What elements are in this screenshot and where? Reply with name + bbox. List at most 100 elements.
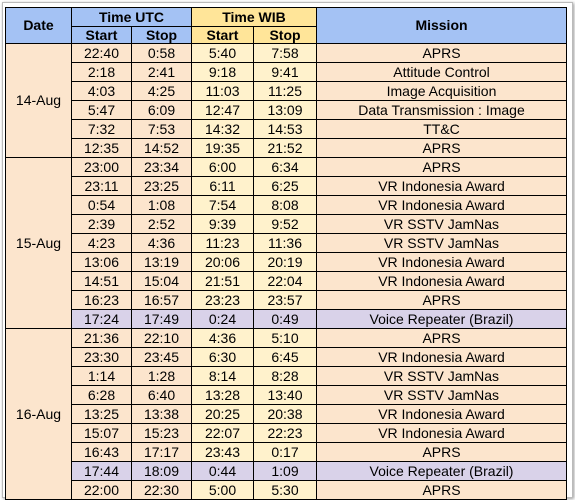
utc-start: 2:18 <box>71 62 132 82</box>
mission: Image Acquisition <box>316 81 567 101</box>
wib-stop: 0:17 <box>253 442 317 462</box>
wib-stop: 8:28 <box>253 366 317 386</box>
wib-stop: 6:45 <box>253 347 317 367</box>
utc-start: 2:39 <box>71 214 132 234</box>
wib-stop: 8:08 <box>253 195 317 215</box>
header-date: Date <box>5 7 72 44</box>
wib-stop: 21:52 <box>253 138 317 158</box>
wib-stop: 20:19 <box>253 252 317 272</box>
wib-stop: 9:52 <box>253 214 317 234</box>
wib-stop: 6:25 <box>253 176 317 196</box>
mission: APRS <box>316 442 567 462</box>
wib-stop: 0:49 <box>253 309 317 329</box>
mission: APRS <box>316 43 567 63</box>
wib-start: 19:35 <box>191 138 254 158</box>
wib-start: 11:03 <box>191 81 254 101</box>
wib-stop: 9:41 <box>253 62 317 82</box>
utc-start: 23:11 <box>71 176 132 196</box>
utc-stop: 22:10 <box>131 328 192 348</box>
wib-start: 5:00 <box>191 480 254 500</box>
wib-stop: 11:36 <box>253 233 317 253</box>
mission: VR Indonesia Award <box>316 176 567 196</box>
utc-stop: 17:49 <box>131 309 192 329</box>
row: 16:23 16:57 23:23 23:57 APRS <box>6 290 567 310</box>
utc-start: 22:00 <box>71 480 132 500</box>
header-start: Start <box>191 26 254 44</box>
utc-stop: 1:08 <box>131 195 192 215</box>
wib-start: 4:36 <box>191 328 254 348</box>
row: 14-Aug 22:40 0:58 5:40 7:58 APRS <box>5 43 567 158</box>
wib-start: 9:18 <box>191 62 254 82</box>
mission: VR Indonesia Award <box>316 423 567 443</box>
utc-stop: 6:40 <box>131 385 192 405</box>
wib-start: 14:32 <box>191 119 254 139</box>
mission: Voice Repeater (Brazil) <box>316 309 567 329</box>
wib-stop: 13:09 <box>253 100 317 120</box>
row: 4:23 4:36 11:23 11:36 VR SSTV JamNas <box>6 233 567 253</box>
wib-start: 12:47 <box>191 100 254 120</box>
utc-start: 4:03 <box>71 81 132 101</box>
mission: VR Indonesia Award <box>316 404 567 424</box>
wib-stop: 23:57 <box>253 290 317 310</box>
utc-start: 15:07 <box>71 423 132 443</box>
mission: APRS <box>316 138 567 158</box>
utc-start: 6:28 <box>71 385 132 405</box>
utc-stop: 13:19 <box>131 252 192 272</box>
row: 16-Aug 21:36 22:10 4:36 5:10 APRS <box>5 328 567 500</box>
utc-stop: 4:25 <box>131 81 192 101</box>
utc-start: 7:32 <box>71 119 132 139</box>
wib-stop: 6:34 <box>253 157 317 177</box>
row: 1:14 1:28 8:14 8:28 VR SSTV JamNas <box>6 366 567 386</box>
utc-start: 23:30 <box>71 347 132 367</box>
utc-start: 16:43 <box>71 442 132 462</box>
mission: VR Indonesia Award <box>316 195 567 215</box>
wib-stop: 22:04 <box>253 271 317 291</box>
wib-stop: 7:58 <box>253 43 317 63</box>
row: 22:00 22:30 5:00 5:30 APRS <box>6 480 567 500</box>
mission: Voice Repeater (Brazil) <box>316 461 567 481</box>
wib-start: 6:00 <box>191 157 254 177</box>
mission: APRS <box>316 157 567 177</box>
wib-stop: 5:10 <box>253 328 317 348</box>
wib-start: 0:24 <box>191 309 254 329</box>
mission: VR Indonesia Award <box>316 347 567 367</box>
utc-stop: 6:09 <box>131 100 192 120</box>
mission: VR SSTV JamNas <box>316 214 567 234</box>
utc-start: 13:25 <box>71 404 132 424</box>
utc-start: 5:47 <box>71 100 132 120</box>
utc-stop: 7:53 <box>131 119 192 139</box>
row: 5:47 6:09 12:47 13:09 Data Transmission : Im… <box>6 100 567 120</box>
utc-stop: 23:34 <box>131 157 192 177</box>
date: 14-Aug <box>5 43 72 158</box>
row: 17:44 18:09 0:44 1:09 Voice Repeater (Brazil… <box>6 461 567 481</box>
header-stop: Stop <box>131 26 192 44</box>
header-wib: Time WIB <box>191 7 317 27</box>
wib-stop: 5:30 <box>253 480 317 500</box>
utc-start: 4:23 <box>71 233 132 253</box>
row: 13:06 13:19 20:06 20:19 VR Indonesia Award <box>6 252 567 272</box>
mission: APRS <box>316 480 567 500</box>
row: 7:32 7:53 14:32 14:53 TT&C <box>6 119 567 139</box>
utc-stop: 16:57 <box>131 290 192 310</box>
date: 15-Aug <box>5 157 72 329</box>
utc-start: 1:14 <box>71 366 132 386</box>
row: 6:28 6:40 13:28 13:40 VR SSTV JamNas <box>6 385 567 405</box>
utc-stop: 15:23 <box>131 423 192 443</box>
row: 16:43 17:17 23:43 0:17 APRS <box>6 442 567 462</box>
row: 15:07 15:23 22:07 22:23 VR Indonesia Award <box>6 423 567 443</box>
utc-start: 23:00 <box>71 157 132 177</box>
mission: TT&C <box>316 119 567 139</box>
wib-start: 23:23 <box>191 290 254 310</box>
row: 23:30 23:45 6:30 6:45 VR Indonesia Award <box>6 347 567 367</box>
wib-start: 20:06 <box>191 252 254 272</box>
row: 12:35 14:52 19:35 21:52 APRS <box>6 138 567 158</box>
utc-stop: 15:04 <box>131 271 192 291</box>
utc-stop: 14:52 <box>131 138 192 158</box>
wib-start: 9:39 <box>191 214 254 234</box>
wib-start: 7:54 <box>191 195 254 215</box>
mission: APRS <box>316 290 567 310</box>
mission: VR SSTV JamNas <box>316 385 567 405</box>
row: 14:51 15:04 21:51 22:04 VR Indonesia Award <box>6 271 567 291</box>
wib-start: 8:14 <box>191 366 254 386</box>
wib-stop: 20:38 <box>253 404 317 424</box>
